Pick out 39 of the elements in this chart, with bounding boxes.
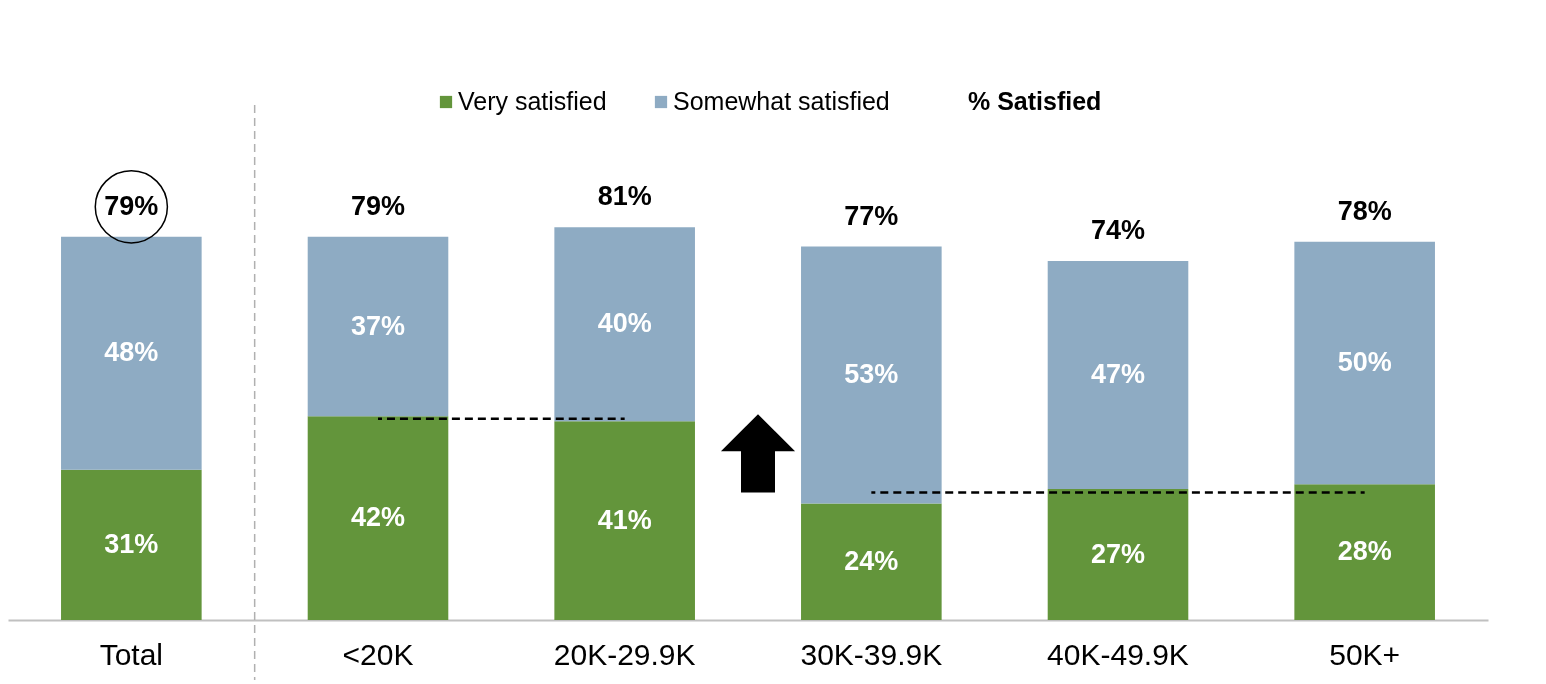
total-label: 79% [350, 190, 406, 221]
x-tick-label: 30K-39.9K [800, 637, 943, 671]
x-tick-label: 50K+ [1329, 637, 1401, 671]
bar [307, 416, 449, 620]
x-tick-label: Total [99, 637, 164, 671]
total-label: 74% [1090, 215, 1146, 246]
legend-label: Somewhat satisfied [673, 87, 890, 115]
total-label: 81% [597, 181, 652, 212]
data-label: 37% [350, 310, 406, 341]
bar [1047, 489, 1189, 620]
total-label: 78% [1337, 195, 1392, 226]
x-tick-label: 40K-49.9K [1047, 637, 1189, 671]
bar [61, 469, 202, 620]
bar [1294, 484, 1435, 620]
data-label: 53% [844, 359, 899, 390]
data-label: 40% [597, 308, 652, 339]
bar [1294, 241, 1435, 485]
data-label: 24% [844, 545, 899, 576]
bar [801, 246, 942, 504]
x-tick-label: 20K-29.9K [553, 637, 696, 671]
bar [554, 421, 695, 620]
data-label: 50% [1337, 346, 1392, 377]
data-label: 47% [1090, 359, 1146, 390]
annotation: % Satisfied [968, 87, 1102, 115]
data-label: 31% [104, 528, 159, 559]
total-label: 79% [104, 190, 159, 221]
bar [1047, 261, 1189, 490]
bar [801, 503, 942, 620]
data-label: 28% [1337, 536, 1392, 567]
bar [61, 236, 202, 470]
total-label: 77% [844, 200, 899, 231]
data-label: 27% [1090, 538, 1146, 569]
x-tick-label: <20K [342, 637, 414, 671]
data-label: 48% [104, 337, 159, 368]
bar [554, 227, 695, 422]
data-label: 42% [350, 502, 406, 533]
data-label: 41% [597, 504, 652, 535]
bar [307, 236, 449, 417]
legend-label: Very satisfied [458, 87, 607, 115]
